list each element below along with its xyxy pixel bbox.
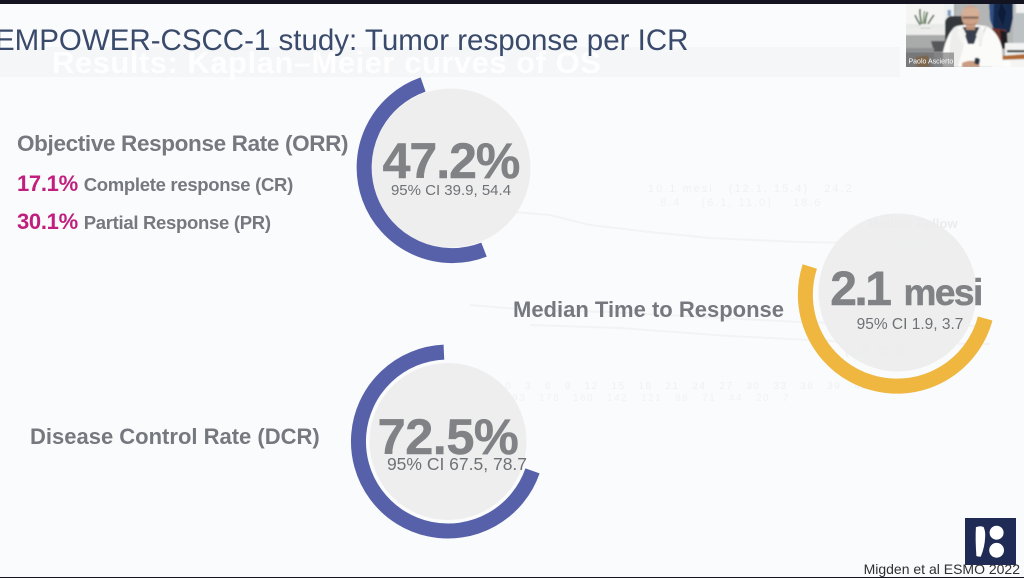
svg-text:Paolo Ascierto: Paolo Ascierto [909, 59, 954, 66]
